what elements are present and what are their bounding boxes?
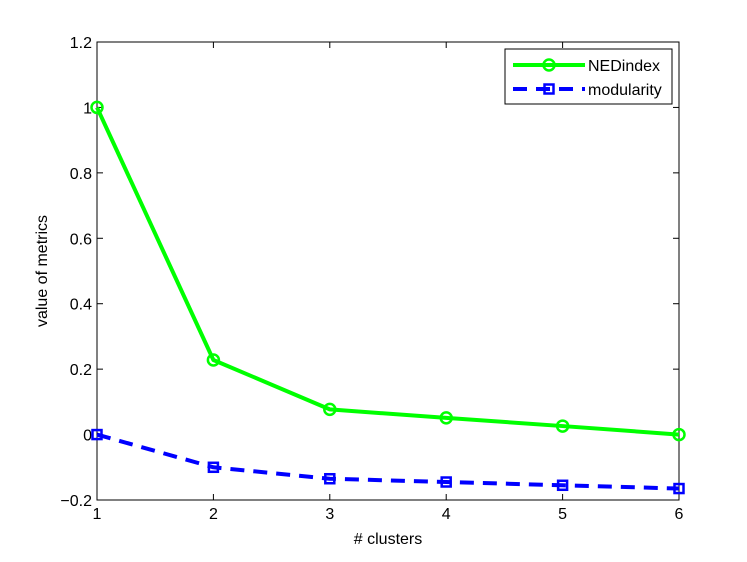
data-point-modularity — [324, 472, 336, 485]
data-point-NEDindex — [206, 353, 221, 367]
data-point-modularity — [207, 461, 220, 474]
x-tick-label: 4 — [442, 506, 451, 523]
series-layer — [90, 100, 686, 495]
legend-label: NEDindex — [588, 58, 660, 75]
x-tick-label: 1 — [93, 506, 102, 523]
legend: NEDindex modularity — [504, 48, 673, 105]
data-point-modularity — [673, 482, 685, 495]
y-axis-title: value of metrics — [34, 215, 51, 327]
x-tick-label: 5 — [558, 506, 567, 523]
x-tick-label: 6 — [675, 506, 684, 523]
legend-box — [504, 48, 673, 105]
series-NEDindex — [90, 100, 686, 442]
data-point-modularity — [556, 479, 569, 492]
y-tick-label: 1.2 — [70, 35, 92, 52]
series-line-modularity — [96, 432, 680, 491]
y-tick-label: 0 — [83, 428, 92, 445]
data-point-NEDindex — [555, 419, 570, 433]
y-tick-label: −0.2 — [60, 493, 92, 510]
data-point-NEDindex — [439, 411, 453, 425]
data-point-modularity — [91, 428, 103, 441]
x-axis-title: # clusters — [354, 531, 422, 548]
legend-label: modularity — [588, 82, 662, 99]
data-point-NEDindex — [90, 100, 104, 115]
data-point-modularity — [440, 476, 452, 488]
data-point-NEDindex — [672, 427, 686, 442]
y-tick-label: 1 — [83, 100, 92, 117]
series-modularity — [91, 428, 685, 495]
y-tick-label: 0.2 — [70, 362, 92, 379]
axis-tick-labels: 1 2 3 4 5 6 −0.2 0 0.2 0.4 0.6 0.8 1 1.2 — [60, 35, 683, 523]
y-tick-label: 0.8 — [70, 166, 92, 183]
legend-item-NEDindex: NEDindex — [513, 58, 660, 75]
series-line-NEDindex — [95, 106, 680, 437]
legend-item-modularity: modularity — [513, 82, 662, 99]
y-tick-label: 0.6 — [70, 231, 92, 248]
plot-area — [96, 41, 680, 501]
x-tick-label: 2 — [209, 506, 218, 523]
x-tick-label: 3 — [325, 506, 334, 523]
data-point-NEDindex — [323, 402, 337, 417]
legend-marker — [542, 58, 556, 72]
y-tick-label: 0.4 — [70, 297, 92, 314]
legend-marker — [543, 83, 555, 95]
